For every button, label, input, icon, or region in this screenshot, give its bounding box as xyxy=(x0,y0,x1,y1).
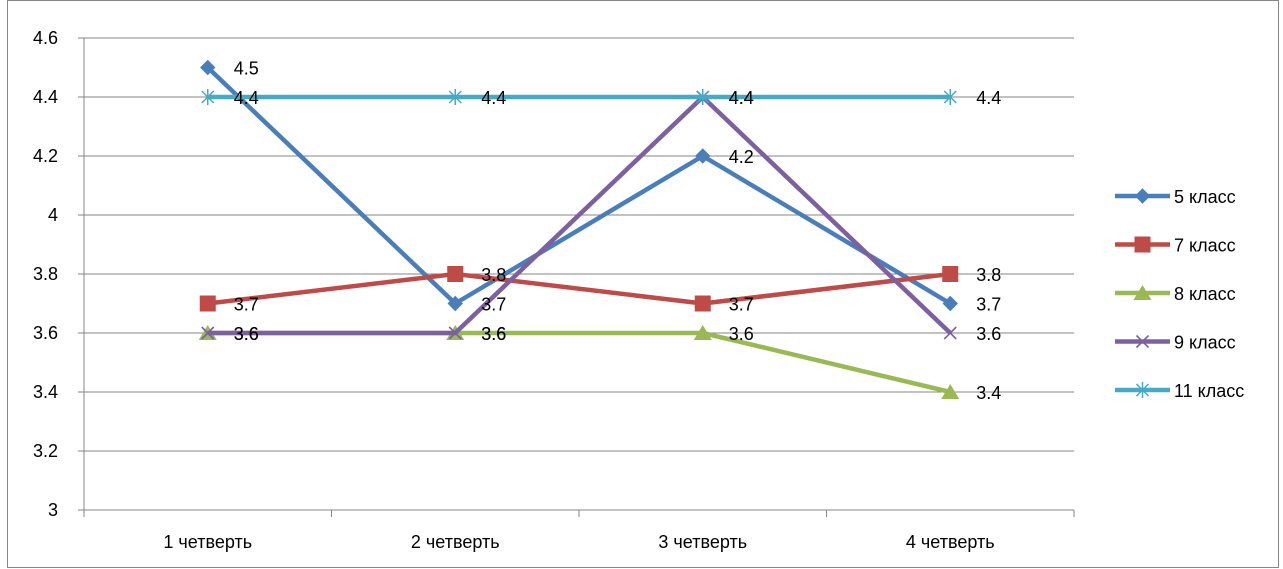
data-label: 4.2 xyxy=(729,147,754,167)
legend-label: 8 класс xyxy=(1174,284,1236,304)
series-5-класс-point xyxy=(200,59,216,76)
legend-label: 9 класс xyxy=(1174,333,1236,353)
series-5-класс-point xyxy=(447,295,463,312)
data-label: 4.4 xyxy=(234,88,259,108)
y-tick-label: 3.4 xyxy=(33,382,58,402)
series-7-класс-line xyxy=(207,271,951,306)
series-9-класс-line xyxy=(207,94,952,336)
x-tick-label: 1 четверть xyxy=(163,532,252,552)
data-label: 4.4 xyxy=(729,88,754,108)
legend-11-класс-marker xyxy=(1135,382,1150,398)
legend-8-класс-marker xyxy=(1133,285,1152,300)
series-11-класс-point xyxy=(696,89,710,105)
data-label: 3.6 xyxy=(234,324,259,344)
data-label: 3.7 xyxy=(976,295,1001,315)
legend-9-класс-marker xyxy=(1135,334,1150,349)
data-label: 4.4 xyxy=(481,88,506,108)
series-5-класс-point xyxy=(695,148,711,164)
data-label: 4.5 xyxy=(234,59,259,79)
chart-border xyxy=(7,0,1279,568)
legend-7-класс-marker xyxy=(1134,236,1151,253)
y-tick-label: 3.2 xyxy=(33,441,58,461)
x-tick-label: 4 четверть xyxy=(906,532,995,552)
series-9-класс-point-stroke-b xyxy=(943,326,957,340)
series-5-класс-point xyxy=(942,295,958,312)
series-11-класс-point xyxy=(943,89,957,105)
data-label: 3.6 xyxy=(729,324,754,344)
y-tick-label: 4.6 xyxy=(33,28,58,48)
legend-5-класс-marker xyxy=(1134,188,1151,204)
series-8-класс-point xyxy=(941,384,960,399)
series-9-класс-point xyxy=(201,326,215,340)
series-11-класс-point xyxy=(448,89,462,105)
series-8-класс-point xyxy=(693,325,712,340)
series-7-класс-point xyxy=(942,266,959,282)
data-label: 3.6 xyxy=(234,324,259,344)
data-label: 3.6 xyxy=(481,324,506,344)
legend-label: 7 класс xyxy=(1174,236,1236,256)
x-tick-label: 2 четверть xyxy=(411,532,500,552)
series-7-класс-point xyxy=(694,295,711,312)
series-7-класс-point xyxy=(199,295,216,312)
data-label: 3.7 xyxy=(729,295,754,315)
series-9-класс-point-stroke-b xyxy=(448,326,462,340)
x-tick-label: 3 четверть xyxy=(658,532,747,552)
y-tick-label: 4.2 xyxy=(33,146,58,166)
data-label: 3.7 xyxy=(234,295,259,315)
data-label: 4.4 xyxy=(976,88,1001,108)
series-9-класс-point xyxy=(943,326,957,340)
plot-area xyxy=(198,59,960,399)
data-label: 3.8 xyxy=(976,265,1001,285)
series-7-класс-point xyxy=(447,266,464,282)
series-11-класс-point xyxy=(201,89,215,105)
series-9-класс-point-stroke-b xyxy=(201,326,215,340)
y-tick-label: 4.4 xyxy=(33,87,58,107)
y-tick-label: 3.6 xyxy=(33,323,58,343)
data-label: 3.6 xyxy=(976,324,1001,344)
legend: 5 класс 7 класс 8 класс 9 класс 11 класс xyxy=(1115,187,1244,401)
series-5-класс-line xyxy=(206,65,952,306)
y-tick-label: 3 xyxy=(48,500,58,520)
legend-label: 5 класс xyxy=(1174,187,1236,207)
data-label: 4.4 xyxy=(729,88,754,108)
y-tick-label: 3.8 xyxy=(33,264,58,284)
y-tick-label: 4 xyxy=(48,205,58,225)
legend-9-класс-marker-stroke-b xyxy=(1135,334,1150,349)
legend-label: 11 класс xyxy=(1174,381,1244,401)
data-label: 3.8 xyxy=(481,265,506,285)
axes: 3 3.2 3.4 3.6 3.8 4 4.2 4.4 4.6 1 четверть 2 четве… xyxy=(33,28,1075,552)
data-label: 3.6 xyxy=(481,324,506,344)
data-labels: 4.53.74.23.73.73.83.73.83.6 3.6 3.63.43.6 3… xyxy=(234,59,1002,404)
series-9-класс-point xyxy=(448,326,462,340)
data-label: 3.7 xyxy=(481,295,506,315)
data-label: 3.4 xyxy=(976,383,1001,403)
